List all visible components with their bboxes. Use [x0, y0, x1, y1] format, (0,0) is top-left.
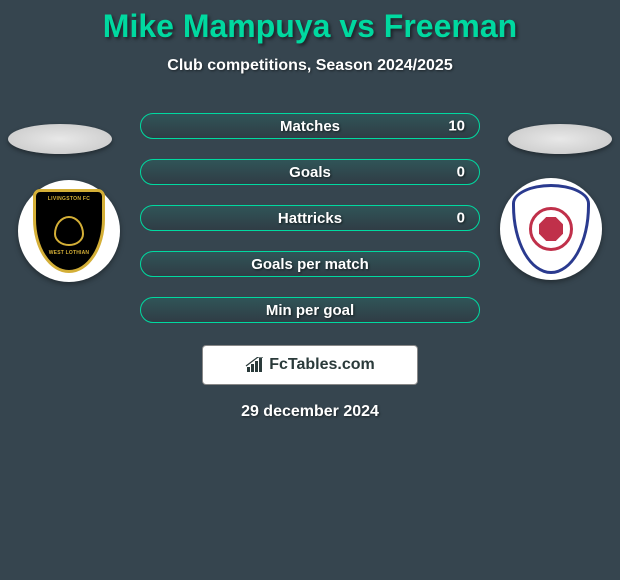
stat-value-right: 10 [448, 118, 465, 135]
page-title: Mike Mampuya vs Freeman [0, 8, 620, 45]
fctables-label: FcTables.com [269, 356, 375, 374]
comparison-date: 29 december 2024 [0, 403, 620, 421]
fctables-chart-icon [245, 357, 265, 373]
stat-row-goals-per-match: Goals per match [140, 251, 480, 277]
stat-label: Goals per match [251, 256, 369, 273]
fctables-attribution: FcTables.com [202, 345, 418, 385]
stat-row-goals: Goals 0 [140, 159, 480, 185]
stat-row-hattricks: Hattricks 0 [140, 205, 480, 231]
stat-label: Min per goal [266, 302, 354, 319]
stat-label: Goals [289, 164, 331, 181]
stat-row-matches: Matches 10 [140, 113, 480, 139]
stat-label: Hattricks [278, 210, 342, 227]
stat-value-right: 0 [457, 164, 465, 181]
stat-value-right: 0 [457, 210, 465, 227]
stats-list: Matches 10 Goals 0 Hattricks 0 Goals per… [140, 113, 480, 323]
stats-section: Matches 10 Goals 0 Hattricks 0 Goals per… [0, 113, 620, 323]
stat-row-min-per-goal: Min per goal [140, 297, 480, 323]
stat-label: Matches [280, 118, 340, 135]
page-subtitle: Club competitions, Season 2024/2025 [0, 57, 620, 75]
comparison-card: Mike Mampuya vs Freeman Club competition… [0, 0, 620, 580]
